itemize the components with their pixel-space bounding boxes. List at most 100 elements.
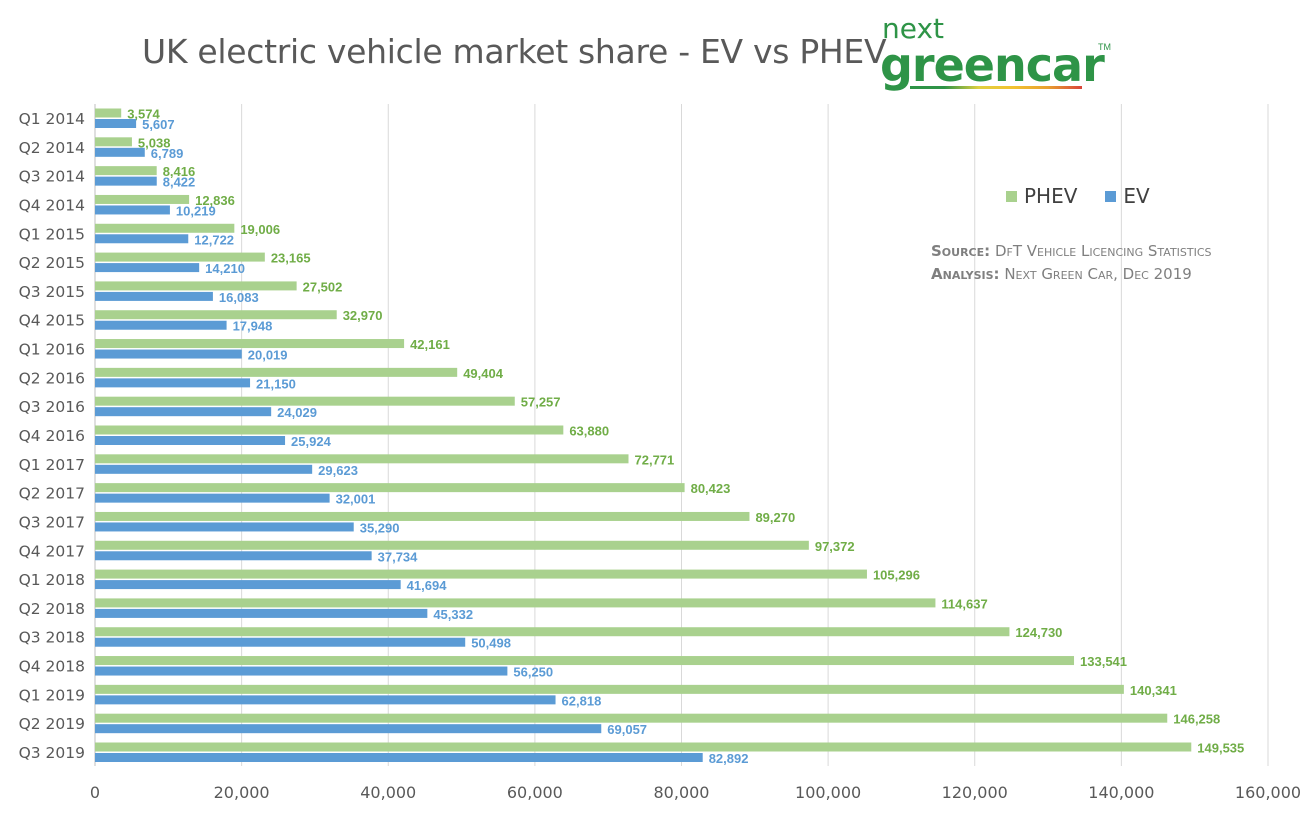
data-label-phev: 57,257	[521, 395, 561, 410]
y-category-label: Q2 2014	[19, 139, 85, 157]
bar-phev	[95, 454, 629, 464]
analysis-text: Next Green Car, Dec 2019	[1004, 265, 1192, 283]
bar-phev	[95, 540, 809, 550]
bar-ev	[95, 436, 286, 445]
bar-ev	[95, 291, 213, 301]
legend-item-ev: EV	[1105, 184, 1150, 208]
bar-ev	[95, 753, 703, 762]
bar-phev	[95, 627, 1010, 637]
x-tick-label: 0	[90, 783, 100, 802]
bar-ev	[95, 580, 401, 590]
bar-phev	[95, 684, 1124, 694]
source-text: DfT Vehicle Licencing Statistics	[994, 242, 1212, 260]
y-category-label: Q2 2018	[19, 600, 85, 618]
bar-ev	[95, 147, 145, 157]
data-label-phev: 23,165	[271, 251, 311, 266]
data-label-ev: 17,948	[233, 319, 273, 334]
bar-ev	[95, 320, 227, 330]
bar-phev	[95, 511, 750, 521]
bar-phev	[95, 281, 297, 291]
data-label-phev: 8,416	[163, 164, 196, 179]
bar-phev	[95, 656, 1075, 666]
data-label-phev: 72,771	[635, 452, 675, 467]
legend-swatch-phev	[1006, 190, 1017, 202]
data-label-ev: 12,722	[194, 232, 234, 247]
bar-phev	[95, 339, 405, 349]
y-category-label: Q3 2017	[19, 513, 85, 531]
bar-phev	[95, 598, 936, 608]
bar-ev	[95, 119, 137, 128]
data-label-phev: 63,880	[569, 424, 609, 439]
y-category-label: Q4 2017	[19, 542, 85, 560]
x-tick-label: 140,000	[1088, 783, 1154, 802]
chart-title: UK electric vehicle market share - EV vs…	[142, 32, 887, 71]
bar-ev	[95, 695, 556, 705]
y-category-label: Q2 2015	[19, 254, 85, 272]
bar-ev	[95, 176, 157, 186]
data-label-ev: 62,818	[562, 693, 602, 708]
data-label-phev: 3,574	[127, 107, 160, 122]
y-category-label: Q2 2019	[19, 715, 85, 733]
data-label-ev: 6,789	[151, 146, 184, 161]
data-label-ev: 21,150	[256, 376, 296, 391]
bar-phev	[95, 425, 564, 435]
y-category-label: Q4 2015	[19, 312, 85, 330]
y-category-label: Q4 2018	[19, 658, 85, 676]
legend: PHEV EV	[1006, 184, 1150, 208]
bar-phev	[95, 483, 685, 493]
data-label-ev: 16,083	[219, 290, 259, 305]
y-category-label: Q3 2015	[19, 283, 85, 301]
data-label-ev: 20,019	[248, 348, 288, 363]
bar-ev	[95, 666, 508, 676]
x-tick-label: 60,000	[507, 783, 563, 802]
logo-text-next: next	[882, 12, 945, 45]
data-label-phev: 146,258	[1173, 712, 1220, 727]
source-label: Source:	[931, 242, 991, 260]
y-category-label: Q1 2019	[19, 686, 85, 704]
bar-ev	[95, 551, 372, 561]
bar-phev	[95, 713, 1168, 723]
data-label-phev: 32,970	[343, 308, 383, 323]
legend-label-ev: EV	[1123, 184, 1150, 208]
legend-item-phev: PHEV	[1006, 184, 1077, 208]
y-category-label: Q4 2014	[19, 196, 85, 214]
data-label-ev: 29,623	[318, 463, 358, 478]
data-label-phev: 89,270	[755, 510, 795, 525]
bar-phev	[95, 742, 1192, 752]
bar-ev	[95, 637, 466, 647]
x-tick-label: 160,000	[1235, 783, 1301, 802]
bar-ev	[95, 608, 428, 618]
data-label-phev: 133,541	[1080, 654, 1127, 669]
data-label-phev: 97,372	[815, 539, 855, 554]
legend-swatch-ev	[1105, 190, 1117, 202]
data-label-ev: 37,734	[378, 549, 419, 564]
data-label-phev: 19,006	[240, 222, 280, 237]
bar-ev	[95, 493, 330, 503]
data-label-phev: 149,535	[1197, 741, 1244, 756]
data-label-phev: 42,161	[410, 337, 450, 352]
data-label-ev: 45,332	[433, 607, 473, 622]
data-label-ev: 25,924	[291, 434, 332, 449]
y-category-label: Q1 2016	[19, 341, 85, 359]
y-category-label: Q3 2018	[19, 629, 85, 647]
data-label-ev: 32,001	[336, 492, 376, 507]
bar-ev	[95, 205, 170, 215]
bar-phev	[95, 166, 157, 176]
data-label-ev: 69,057	[607, 722, 647, 737]
data-label-phev: 12,836	[195, 193, 235, 208]
bar-phev	[95, 223, 235, 233]
y-category-label: Q1 2018	[19, 571, 85, 589]
bar-phev	[95, 252, 265, 262]
data-label-phev: 140,341	[1130, 683, 1177, 698]
bar-ev	[95, 724, 602, 734]
data-label-ev: 24,029	[277, 405, 317, 420]
data-label-ev: 14,210	[205, 261, 245, 276]
x-tick-label: 20,000	[214, 783, 270, 802]
data-label-phev: 80,423	[691, 481, 731, 496]
y-category-label: Q4 2016	[19, 427, 85, 445]
x-tick-label: 100,000	[795, 783, 861, 802]
logo-text-greencar: greencar	[880, 38, 1105, 92]
y-category-label: Q3 2014	[19, 168, 85, 186]
data-label-phev: 49,404	[463, 366, 504, 381]
